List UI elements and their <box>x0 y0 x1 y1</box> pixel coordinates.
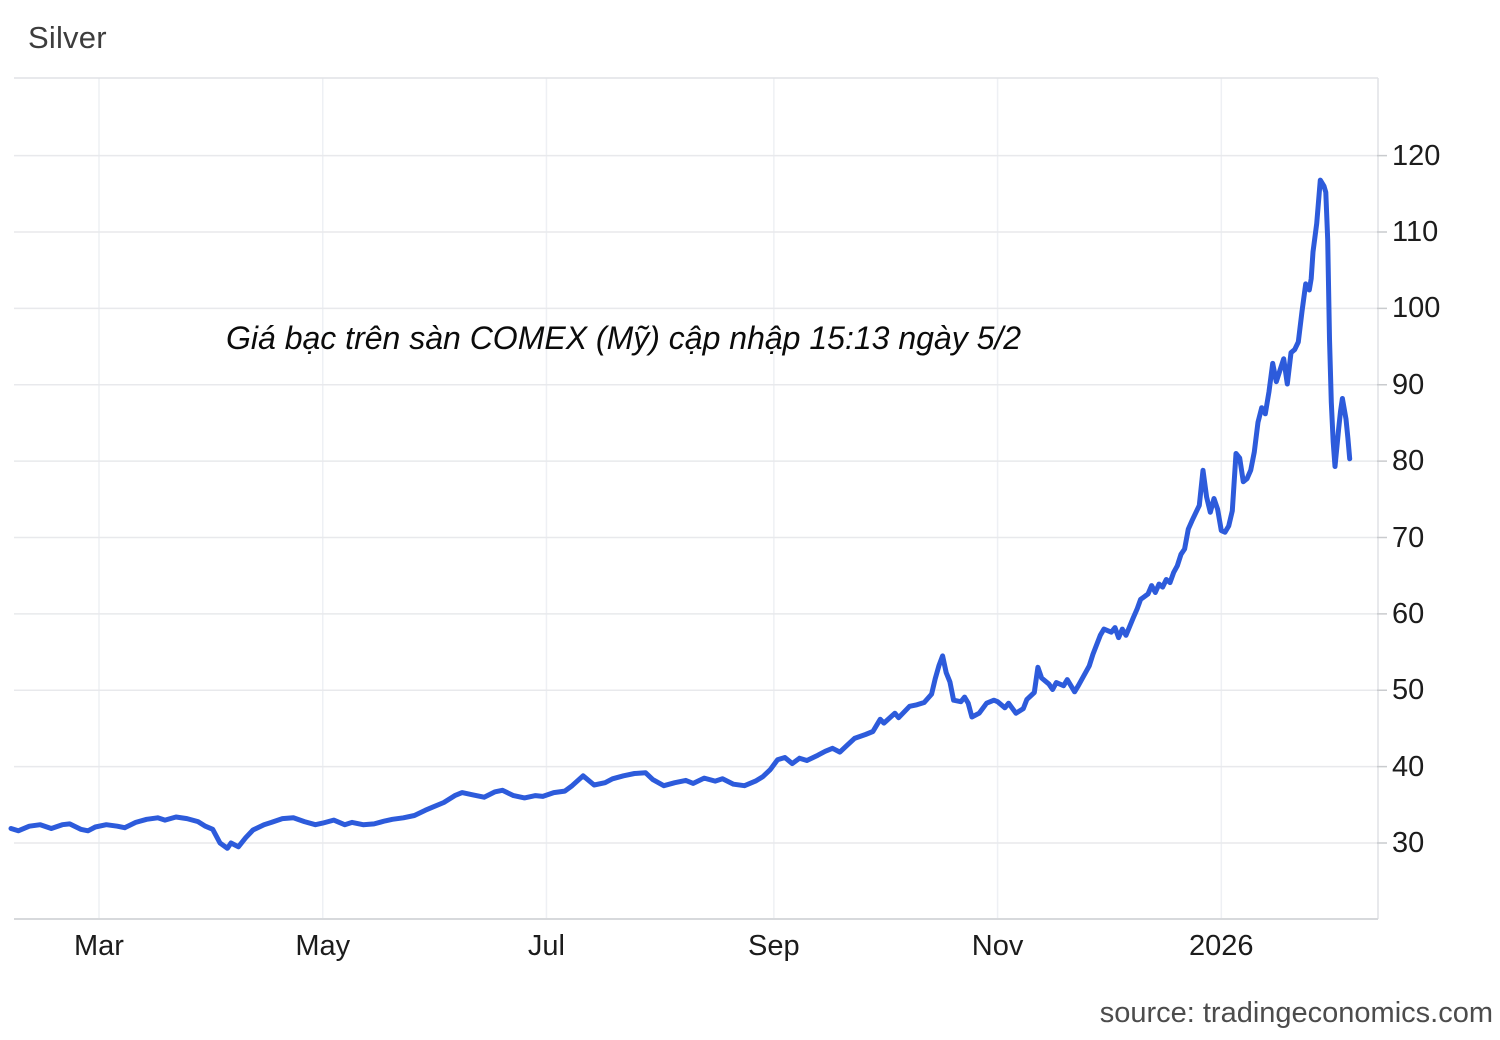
y-axis-label-80: 80 <box>1392 445 1425 478</box>
y-axis-label-30: 30 <box>1392 827 1425 859</box>
y-axis-label-60: 60 <box>1392 597 1425 630</box>
y-axis-label-100: 100 <box>1392 292 1441 325</box>
x-axis-label-2026: 2026 <box>1189 930 1254 962</box>
y-axis-label-40: 40 <box>1392 750 1425 783</box>
chart-annotation: Giá bạc trên sàn COMEX (Mỹ) cập nhập 15:… <box>226 320 1022 356</box>
x-axis-label-Mar: Mar <box>74 930 124 962</box>
plot-area[interactable] <box>14 78 1378 919</box>
price-line <box>8 177 1353 851</box>
y-axis-label-50: 50 <box>1392 674 1425 707</box>
page-title: Silver <box>28 20 107 55</box>
y-axis-label-90: 90 <box>1392 368 1425 401</box>
y-axis-label-70: 70 <box>1392 521 1425 554</box>
y-axis-label-120: 120 <box>1392 139 1441 172</box>
source-attribution: source: tradingeconomics.com <box>1099 997 1493 1029</box>
y-axis-label-110: 110 <box>1392 216 1439 248</box>
x-axis-label-May: May <box>295 930 351 962</box>
x-axis-label-Jul: Jul <box>527 930 565 962</box>
x-axis-label-Nov: Nov <box>971 930 1024 962</box>
x-axis-label-Sep: Sep <box>748 930 800 962</box>
